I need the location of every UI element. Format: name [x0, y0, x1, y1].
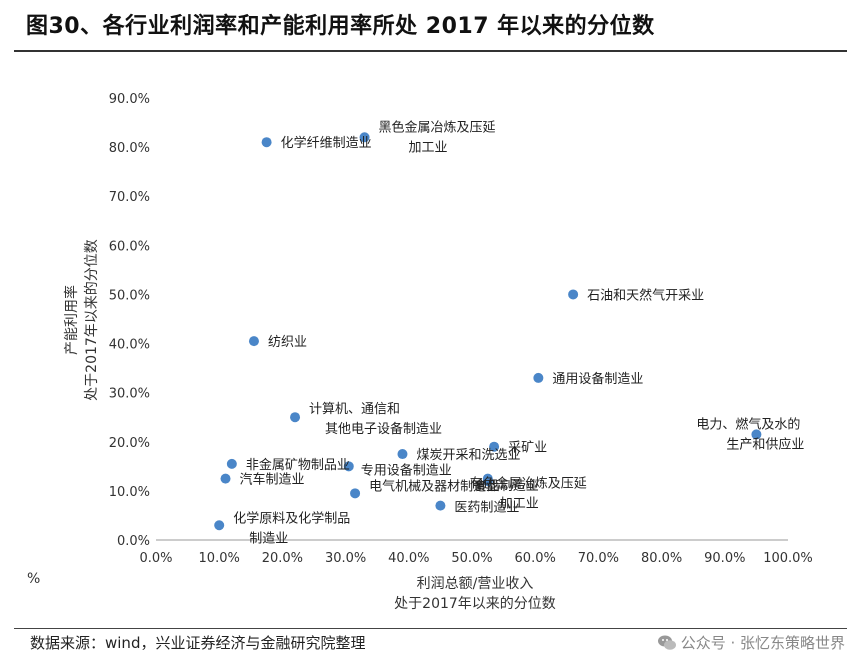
source-rule	[14, 628, 847, 629]
data-point	[359, 132, 370, 143]
data-point	[350, 488, 361, 499]
x-tick-label: 40.0%	[388, 551, 429, 566]
y-tick-label: 60.0%	[109, 239, 150, 254]
y-tick-label: 0.0%	[117, 534, 150, 549]
x-tick-label: 100.0%	[763, 551, 813, 566]
data-point	[261, 137, 272, 148]
y-tick-label: 30.0%	[109, 387, 150, 402]
data-point-label: 非金属矿物制品业	[246, 457, 350, 473]
data-point	[343, 461, 354, 472]
data-point	[489, 441, 500, 452]
x-axis-title: 处于2017年以来的分位数	[394, 596, 556, 612]
x-tick-label: 90.0%	[704, 551, 745, 566]
data-point-label: 专用设备制造业	[361, 462, 452, 478]
data-point	[226, 458, 237, 469]
data-point-label: 通用设备制造业	[552, 371, 643, 387]
y-tick-label: 70.0%	[109, 190, 150, 205]
data-point-label: 食品制造业	[474, 478, 539, 494]
data-point-label: 石油和天然气开采业	[587, 287, 704, 303]
chart-point-labels: 黑色金属冶炼及压延加工业化学纤维制造业石油和天然气开采业纺织业通用设备制造业计算…	[233, 119, 804, 546]
data-point-label: 计算机、通信和其他电子设备制造业	[309, 402, 442, 437]
data-point-label: 医药制造业	[454, 501, 519, 516]
y-tick-label: 50.0%	[109, 288, 150, 303]
y-axis-title: 产能利用率	[63, 285, 80, 355]
data-point	[214, 520, 225, 531]
chart-axes: 0.0% 10.0% 20.0% 30.0% 40.0% 50.0% 60.0% 70.0% 8…	[27, 92, 813, 612]
x-tick-label: 20.0%	[262, 551, 303, 566]
x-tick-label: 0.0%	[139, 551, 172, 566]
data-point-label: 有色金属冶炼及压延加工业	[470, 476, 587, 512]
x-tick-label: 50.0%	[451, 551, 492, 566]
data-source-note: 数据来源：wind，兴业证券经济与金融研究院整理	[30, 634, 366, 652]
data-point-label: 电气机械及器材制造业	[369, 478, 499, 494]
data-point	[220, 473, 231, 484]
title-rule	[14, 50, 847, 52]
data-point-label: 电力、燃气及水的生产和供应业	[696, 416, 804, 452]
data-point	[751, 429, 762, 440]
x-axis-title: 利润总额/营业收入	[417, 576, 534, 592]
data-point-label: 煤炭开采和洗选业	[416, 448, 520, 463]
data-point-label: 汽车制造业	[240, 472, 305, 488]
y-tick-label: 90.0%	[109, 92, 150, 107]
scatter-chart: 0.0% 10.0% 20.0% 30.0% 40.0% 50.0% 60.0% 70.0% 8…	[27, 92, 813, 612]
data-point-label: 纺织业	[268, 335, 307, 350]
data-point	[248, 336, 259, 347]
unit-label: %	[27, 571, 40, 587]
chart-points	[214, 132, 762, 531]
figure-title: 图30、各行业利润率和产能利用率所处 2017 年以来的分位数	[26, 14, 655, 39]
data-point	[290, 412, 301, 423]
y-tick-label: 80.0%	[109, 141, 150, 156]
data-point	[397, 449, 408, 460]
wechat-icon	[657, 635, 676, 650]
data-point-label: 化学纤维制造业	[281, 135, 372, 151]
data-point	[568, 289, 579, 300]
x-tick-label: 30.0%	[325, 551, 366, 566]
x-tick-label: 80.0%	[641, 551, 682, 566]
data-point	[533, 372, 544, 383]
data-point	[482, 476, 493, 487]
data-point-label: 黑色金属冶炼及压延加工业	[379, 119, 496, 155]
data-point	[435, 500, 446, 511]
watermark-text: 公众号 · 张忆东策略世界	[680, 634, 845, 652]
data-point-label: 化学原料及化学制品制造业	[233, 510, 350, 546]
y-tick-label: 20.0%	[109, 436, 150, 451]
y-tick-label: 10.0%	[109, 485, 150, 500]
wechat-watermark: 公众号 · 张忆东策略世界	[657, 632, 845, 653]
data-point-label: 采矿业	[508, 441, 547, 456]
y-axis-title: 处于2017年以来的分位数	[84, 239, 100, 401]
y-tick-label: 40.0%	[109, 338, 150, 353]
x-tick-label: 70.0%	[578, 551, 619, 566]
x-tick-label: 10.0%	[199, 551, 240, 566]
x-tick-label: 60.0%	[515, 551, 556, 566]
